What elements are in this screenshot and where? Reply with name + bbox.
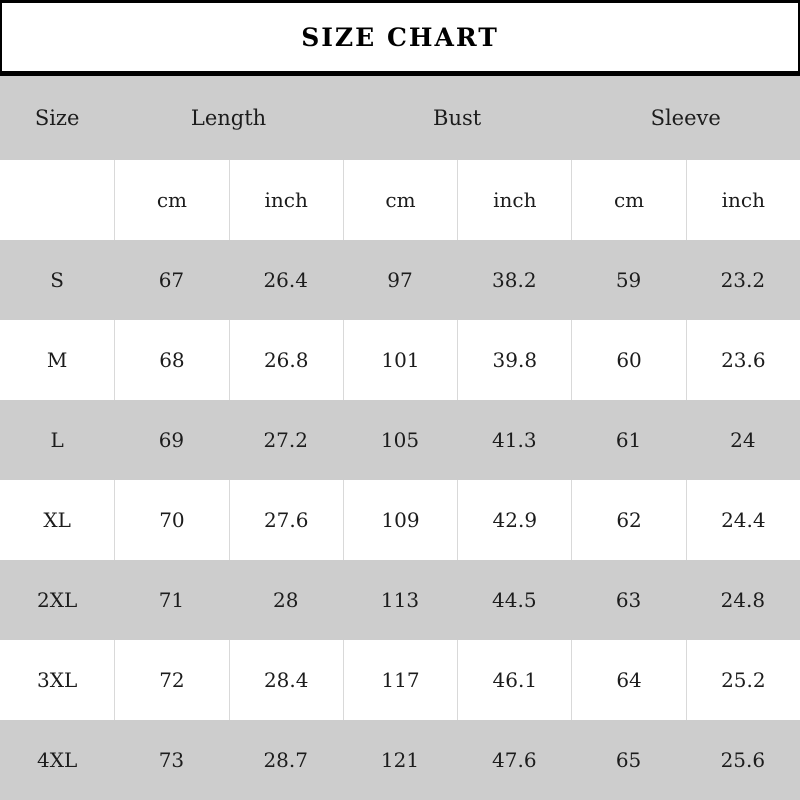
table-row-3xl: 3XL 72 28.4 117 46.1 64 25.2 <box>0 640 800 720</box>
bust-inch-cell: 47.6 <box>492 748 537 772</box>
length-inch-cell: 27.6 <box>228 480 343 560</box>
length-cm-cell: 70 <box>114 480 228 560</box>
sleeve-cm-cell: 59 <box>615 268 642 292</box>
bust-inch-cell: 42.9 <box>457 480 571 560</box>
unit-header-sleeve-inch: inch <box>685 160 800 240</box>
column-header-sleeve: Sleeve <box>650 106 721 130</box>
bust-cm-cell: 109 <box>342 480 457 560</box>
sleeve-cm-cell: 63 <box>615 588 642 612</box>
column-header-bust: Bust <box>433 106 482 130</box>
sleeve-cm-cell: 65 <box>615 748 642 772</box>
bust-cm-cell: 105 <box>380 428 420 452</box>
bust-cm-cell: 121 <box>380 748 420 772</box>
sleeve-inch-cell: 23.2 <box>720 268 766 292</box>
table-row-2xl: 2XL 71 28 113 44.5 63 24.8 <box>0 560 800 640</box>
size-cell: L <box>50 428 64 452</box>
sleeve-inch-cell: 23.6 <box>685 320 800 400</box>
unit-header-row: cm inch cm inch cm inch <box>0 160 800 240</box>
unit-header-blank <box>0 160 114 240</box>
length-inch-cell: 26.8 <box>228 320 343 400</box>
group-header-row: Size Length Bust Sleeve <box>0 76 800 160</box>
column-header-size: Size <box>34 106 80 130</box>
column-header-length: Length <box>190 106 267 130</box>
unit-header-length-cm: cm <box>114 160 228 240</box>
length-inch-cell: 26.4 <box>263 268 308 292</box>
table-row-4xl: 4XL 73 28.7 121 47.6 65 25.6 <box>0 720 800 800</box>
length-inch-cell: 28.4 <box>228 640 343 720</box>
chart-title: SIZE CHART <box>301 22 499 52</box>
sleeve-inch-cell: 24.4 <box>685 480 800 560</box>
table-row-s: S 67 26.4 97 38.2 59 23.2 <box>0 240 800 320</box>
bust-inch-cell: 39.8 <box>457 320 571 400</box>
size-cell: S <box>50 268 64 292</box>
size-cell: XL <box>43 508 71 532</box>
length-inch-cell: 27.2 <box>263 428 308 452</box>
sleeve-inch-cell: 25.2 <box>685 640 800 720</box>
table-row-m: M 68 26.8 101 39.8 60 23.6 <box>0 320 800 400</box>
unit-header-bust-cm: cm <box>342 160 457 240</box>
table-row-xl: XL 70 27.6 109 42.9 62 24.4 <box>0 480 800 560</box>
bust-inch-cell: 41.3 <box>492 428 537 452</box>
sleeve-cm-cell: 60 <box>571 320 685 400</box>
unit-header-length-inch: inch <box>228 160 343 240</box>
sleeve-cm-cell: 61 <box>615 428 642 452</box>
length-cm-cell: 73 <box>158 748 185 772</box>
size-cell: 4XL <box>37 748 78 772</box>
length-inch-cell: 28 <box>272 588 299 612</box>
unit-header-bust-inch: inch <box>457 160 571 240</box>
sleeve-cm-cell: 62 <box>571 480 685 560</box>
bust-cm-cell: 113 <box>380 588 420 612</box>
title-band: SIZE CHART <box>0 0 800 76</box>
bust-cm-cell: 97 <box>387 268 413 292</box>
length-cm-cell: 72 <box>114 640 228 720</box>
sleeve-inch-cell: 25.6 <box>720 748 766 772</box>
size-cell: M <box>46 348 68 372</box>
size-cell: 2XL <box>37 588 78 612</box>
size-cell: 3XL <box>37 668 78 692</box>
length-inch-cell: 28.7 <box>263 748 308 772</box>
bust-inch-cell: 44.5 <box>492 588 537 612</box>
unit-header-sleeve-cm: cm <box>571 160 685 240</box>
length-cm-cell: 69 <box>158 428 185 452</box>
sleeve-inch-cell: 24 <box>730 428 756 452</box>
bust-inch-cell: 46.1 <box>457 640 571 720</box>
sleeve-cm-cell: 64 <box>571 640 685 720</box>
table-row-l: L 69 27.2 105 41.3 61 24 <box>0 400 800 480</box>
length-cm-cell: 67 <box>158 268 185 292</box>
bust-inch-cell: 38.2 <box>492 268 537 292</box>
bust-cm-cell: 117 <box>342 640 457 720</box>
sleeve-inch-cell: 24.8 <box>720 588 766 612</box>
bust-cm-cell: 101 <box>342 320 457 400</box>
length-cm-cell: 68 <box>114 320 228 400</box>
length-cm-cell: 71 <box>158 588 185 612</box>
